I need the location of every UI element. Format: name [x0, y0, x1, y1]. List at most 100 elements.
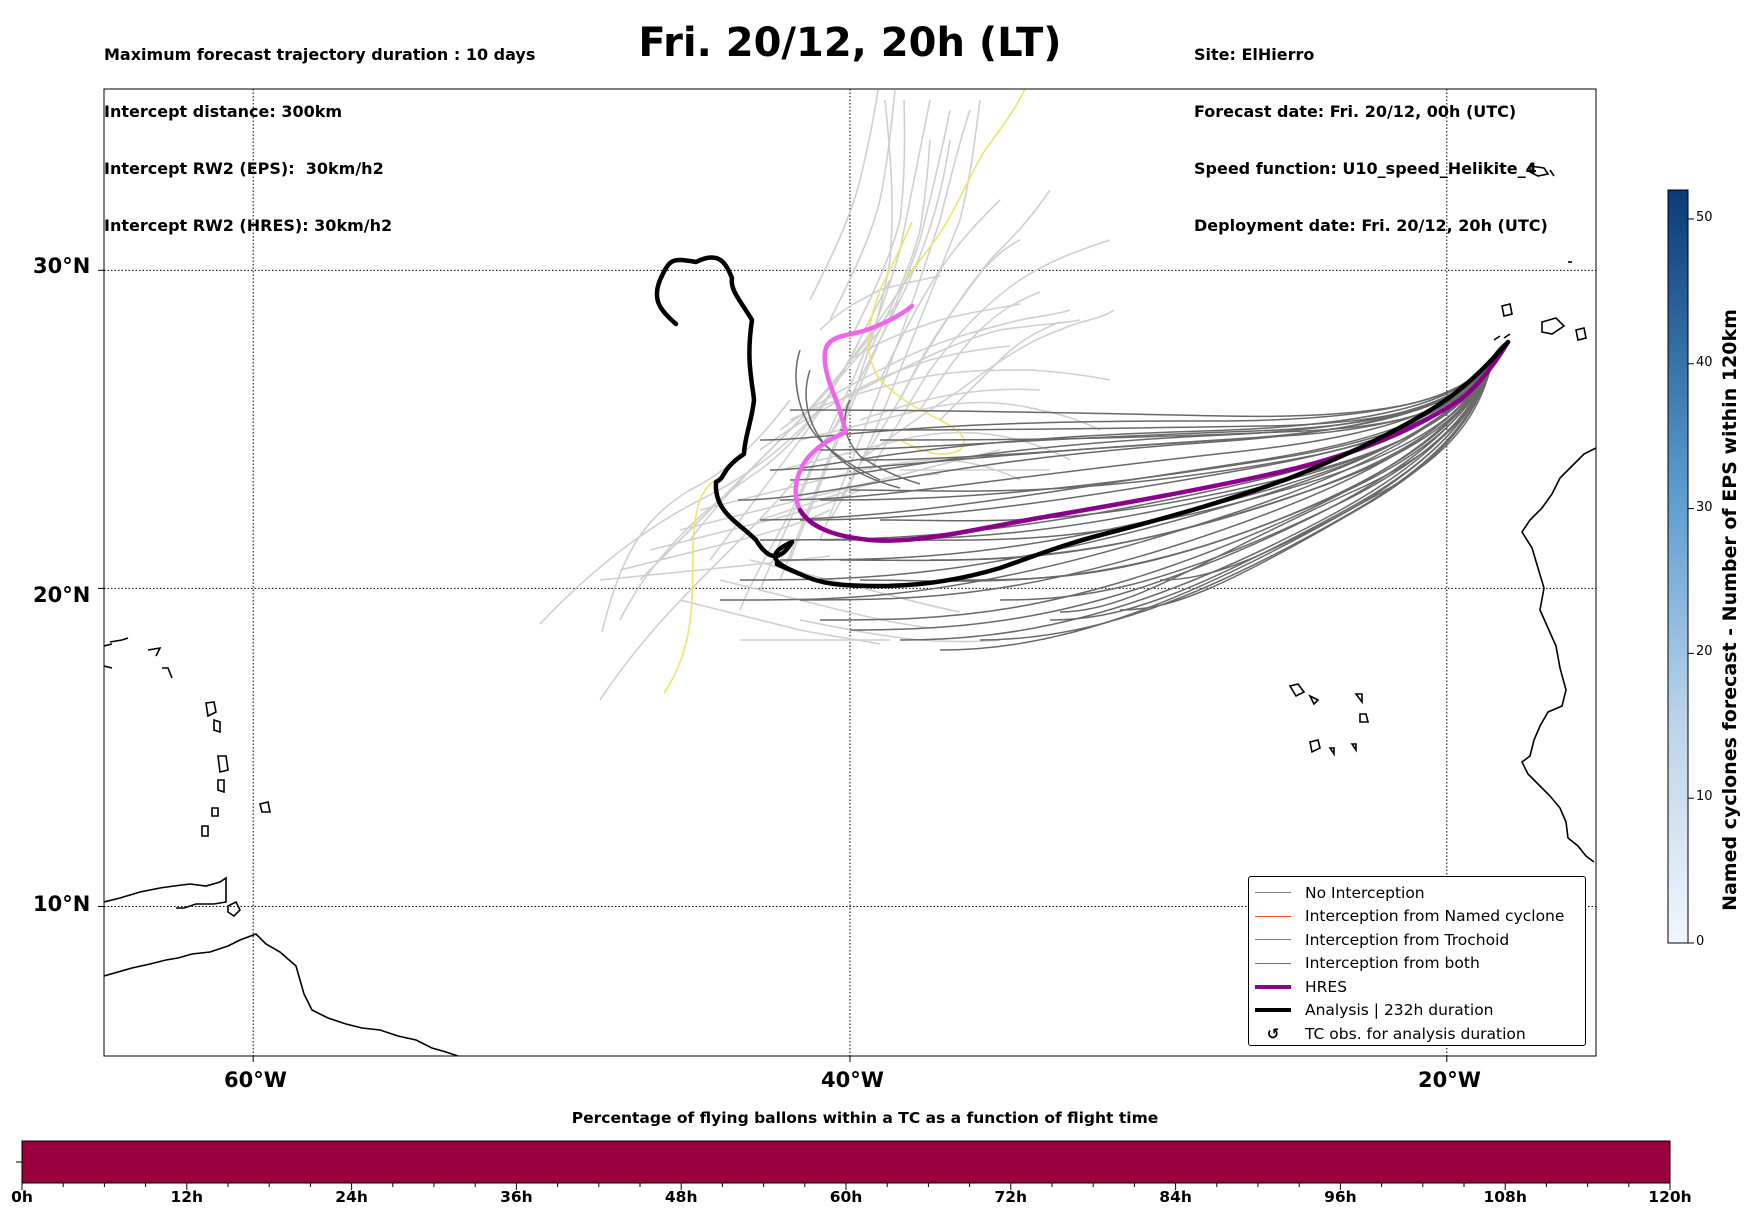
- legend-label: No Interception: [1305, 883, 1425, 902]
- colorbar-ticks: [1688, 218, 1694, 944]
- eps-trajectory-light: [829, 89, 896, 321]
- eps-trajectory-yellow: [867, 221, 965, 455]
- lesser-antilles-1: [205, 701, 217, 718]
- eps-trajectory-light: [699, 459, 1021, 511]
- map-ticks: [98, 269, 1448, 1062]
- tc-percentage-title: Percentage of flying ballons within a TC…: [571, 1109, 1159, 1127]
- time-tick-label: 60h: [829, 1188, 863, 1206]
- canary-islands: [1493, 303, 1587, 341]
- lesser-antilles-5: [211, 807, 219, 817]
- eps-trajectory-light: [829, 99, 981, 521]
- colorbar-tick-label: 10: [1696, 789, 1713, 805]
- deployment-date-line: Deployment date: Fri. 20/12, 20h (UTC): [1194, 216, 1548, 235]
- eps-trajectory-light: [839, 345, 1011, 401]
- eps-trajectory-light: [809, 89, 879, 301]
- lon-label-20w: 20°W: [1418, 1068, 1481, 1092]
- forecast-parameters: Maximum forecast trajectory duration : 1…: [104, 7, 535, 254]
- site-info: Site: ElHierro Forecast date: Fri. 20/12…: [1194, 7, 1548, 254]
- eps-trajectories-light: [539, 89, 1115, 701]
- puerto-rico-fragments: [104, 643, 113, 669]
- eps-trajectory-no-interception: [789, 341, 1509, 418]
- time-tick-label: 36h: [500, 1188, 533, 1206]
- hres-trajectory: [793, 303, 1511, 543]
- lon-label-40w: 40°W: [821, 1068, 884, 1092]
- eps-trajectory-light: [899, 239, 1021, 401]
- eps-trajectory-light: [759, 99, 931, 591]
- eps-trajectory-light: [789, 109, 951, 561]
- lesser-antilles-2: [213, 718, 221, 734]
- time-tick-label: 0h: [11, 1188, 33, 1206]
- eps-trajectory-no-interception: [759, 341, 1509, 541]
- eps-trajectory-no-interception: [879, 341, 1509, 441]
- eps-trajectory-no-interception: [739, 341, 1509, 581]
- colorbar-tick-label: 40: [1696, 354, 1713, 370]
- eps-trajectory-no-interception: [795, 349, 881, 481]
- tc-percentage-bar: [21, 1140, 1671, 1184]
- lon-label-60w: 60°W: [224, 1068, 287, 1092]
- lesser-antilles-6: [201, 825, 209, 837]
- legend-label: Interception from both: [1305, 954, 1480, 973]
- time-tick-label: 72h: [994, 1188, 1028, 1206]
- african-coast: [1520, 447, 1596, 863]
- coastlines: [104, 165, 1596, 1056]
- tc-obs-icon: ↺: [1266, 1024, 1280, 1043]
- eps-trajectory-yellow: [904, 89, 1026, 281]
- legend-item: Interception from Named cyclone: [1255, 905, 1579, 929]
- legend-item: HRES: [1255, 975, 1579, 999]
- legend-item: Interception from both: [1255, 952, 1579, 976]
- speed-function-line: Speed function: U10_speed_Helikite_4: [1194, 159, 1537, 178]
- venezuela-coast: [104, 876, 227, 909]
- lesser-antilles-4: [217, 779, 225, 794]
- eps-trajectory-no-interception: [805, 369, 901, 489]
- legend-item: No Interception: [1255, 881, 1579, 905]
- eps-trajectory-light: [779, 431, 1071, 471]
- time-tick-label: 108h: [1483, 1188, 1527, 1206]
- analysis-trajectory-line: [654, 255, 1511, 589]
- colorbar-tick-label: 30: [1696, 499, 1713, 515]
- virgin-islands: [109, 637, 173, 679]
- hres-early-segment: [793, 303, 915, 535]
- legend-item: Analysis | 232h duration: [1255, 999, 1579, 1023]
- param-line-intercept-distance: Intercept distance: 300km: [104, 102, 343, 121]
- colorbar-tick-label: 20: [1696, 644, 1713, 660]
- eps-trajectory-light: [879, 199, 1001, 381]
- analysis-trajectory: [654, 255, 1511, 589]
- eps-trajectory-no-interception: [1059, 341, 1509, 613]
- time-tick-label: 84h: [1159, 1188, 1192, 1206]
- legend-label: Interception from Named cyclone: [1305, 907, 1565, 926]
- eps-trajectory-light: [789, 369, 1111, 421]
- eps-trajectory-light: [849, 99, 906, 341]
- page-title: Fri. 20/12, 20h (LT): [638, 20, 1062, 66]
- eps-trajectory-light: [719, 579, 931, 629]
- lat-label-30n: 30°N: [33, 254, 91, 278]
- param-line-duration: Maximum forecast trajectory duration : 1…: [104, 45, 536, 64]
- trinidad: [227, 900, 241, 918]
- legend-item: ↺ TC obs. for analysis duration: [1255, 1022, 1579, 1046]
- eps-trajectory-light: [869, 139, 931, 351]
- eps-trajectory-yellow: [663, 475, 725, 694]
- forecast-date-line: Forecast date: Fri. 20/12, 00h (UTC): [1194, 102, 1517, 121]
- madeira: [1529, 165, 1555, 177]
- eps-trajectory-no-interception: [819, 341, 1509, 621]
- lesser-antilles-7: [259, 801, 271, 813]
- legend-label: TC obs. for analysis duration: [1305, 1024, 1526, 1043]
- eps-trajectory-no-interception: [844, 399, 921, 485]
- eps-trajectory-light: [689, 259, 921, 541]
- time-tick-label: 120h: [1648, 1188, 1692, 1206]
- site-line: Site: ElHierro: [1194, 45, 1315, 64]
- lat-label-20n: 20°N: [33, 583, 91, 607]
- time-tick-label: 24h: [335, 1188, 368, 1206]
- eps-trajectory-light: [859, 309, 1115, 461]
- eps-trajectory-light: [849, 303, 1021, 361]
- lat-label-10n: 10°N: [33, 892, 91, 916]
- eps-trajectory-no-interception: [859, 341, 1509, 461]
- legend-label: Interception from Trochoid: [1305, 930, 1510, 949]
- legend-item: Interception from Trochoid: [1255, 928, 1579, 952]
- eps-trajectory-light: [759, 319, 1081, 451]
- eps-trajectory-light: [869, 239, 1111, 471]
- south-america-coast: [104, 933, 459, 1056]
- legend-label: Analysis | 232h duration: [1305, 1001, 1494, 1020]
- colorbar-title: Named cyclones forecast - Number of EPS …: [1719, 309, 1741, 911]
- time-tick-label: 48h: [664, 1188, 698, 1206]
